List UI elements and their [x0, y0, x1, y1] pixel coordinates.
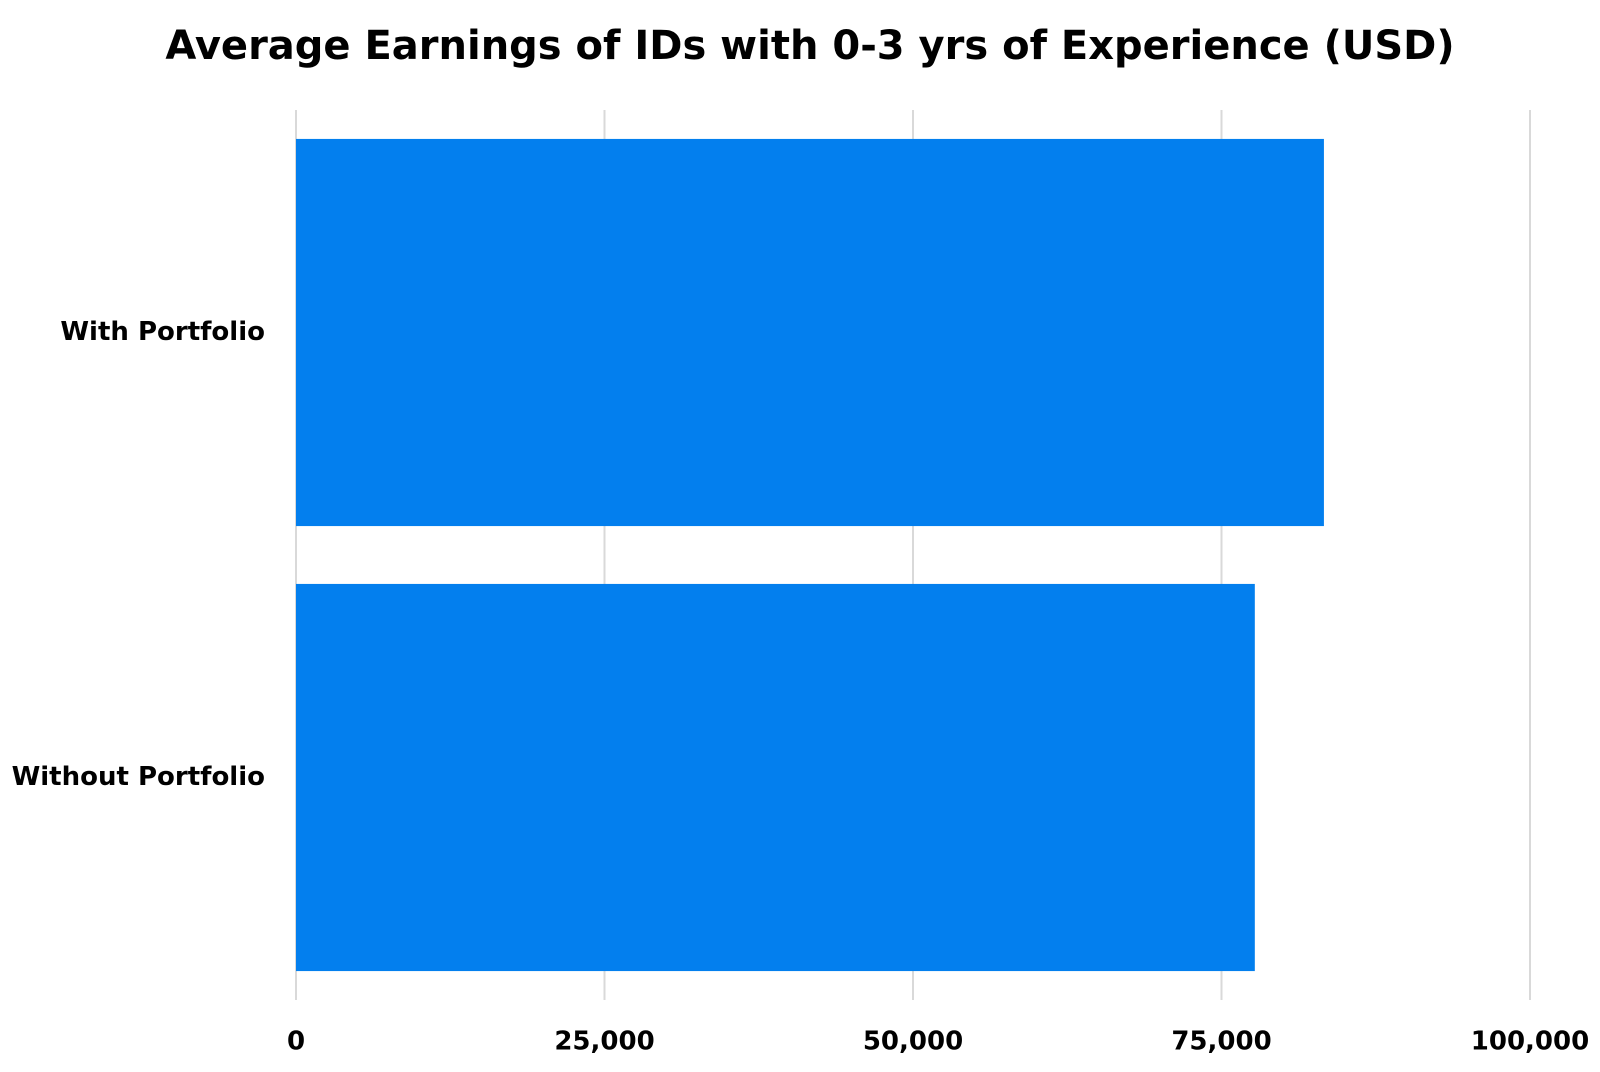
x-tick-label: 0	[287, 1027, 305, 1057]
x-tick-label: 25,000	[554, 1027, 654, 1057]
y-tick-label: With Portfolio	[60, 317, 265, 347]
x-tick-label: 100,000	[1471, 1027, 1589, 1057]
x-tick-label: 50,000	[863, 1027, 963, 1057]
bar	[296, 583, 1255, 972]
bar	[296, 138, 1324, 527]
y-tick-label: Without Portfolio	[12, 762, 265, 792]
x-tick-label: 75,000	[1171, 1027, 1271, 1057]
chart-title: Average Earnings of IDs with 0-3 yrs of …	[165, 23, 1454, 69]
